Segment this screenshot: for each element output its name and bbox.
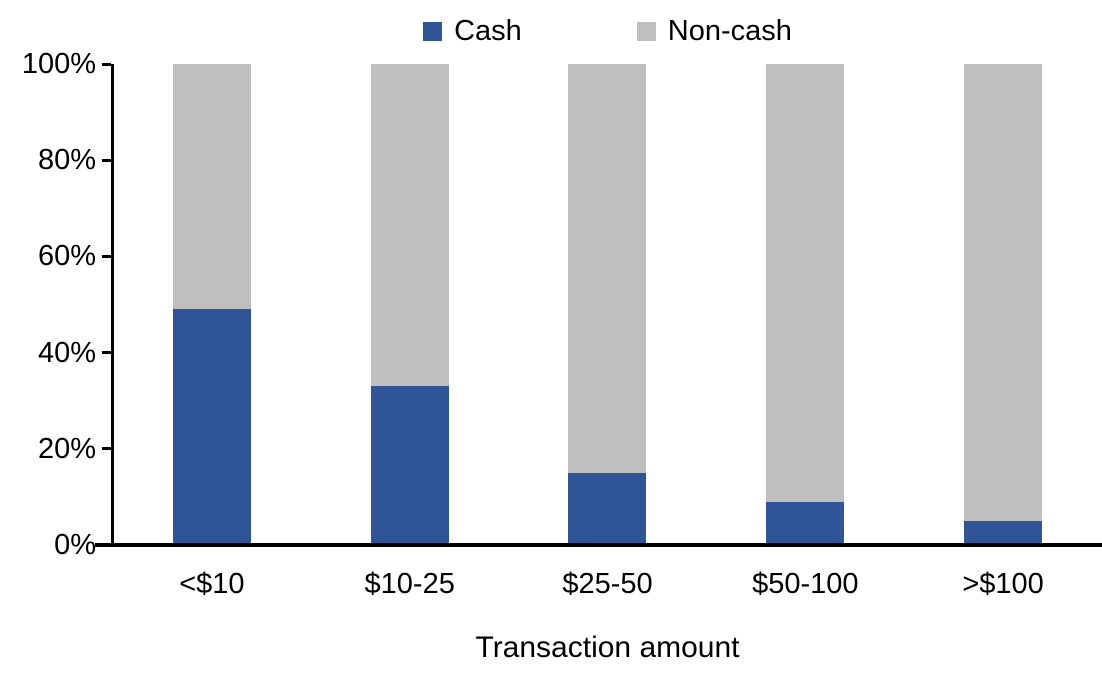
y-tick-label: 0% [54,529,96,561]
cash-swatch-icon [423,21,443,41]
bar-group [904,64,1102,545]
cash-segment [568,472,647,545]
noncash-segment [370,64,449,387]
y-tick-label: 40% [37,336,96,369]
cash-segment [370,386,449,545]
noncash-segment [172,64,251,310]
x-tick-label: <$10 [179,568,245,600]
y-axis-line [111,64,114,545]
y-tick-mark [102,254,111,258]
legend-item-noncash: Non-cash [636,14,792,48]
x-tick-label: $25-50 [562,568,653,600]
y-tick-mark [102,351,111,355]
x-tick-label: >$100 [962,568,1044,600]
stacked-bar [964,64,1043,545]
y-tick-label: 60% [37,240,96,273]
cash-segment [766,501,845,545]
noncash-segment [964,64,1043,521]
y-tick-label: 100% [21,48,96,80]
bar-group [311,64,509,545]
legend: Cash Non-cash [113,12,1102,50]
cash-segment [964,520,1043,545]
bar-group [706,64,904,545]
stacked-bar [172,64,251,545]
y-tick-mark [102,62,111,66]
legend-label-cash: Cash [454,14,522,47]
y-tick-label: 80% [37,144,96,177]
stacked-bar [568,64,647,545]
x-axis-title: Transaction amount [475,631,740,664]
cash-segment [172,309,251,545]
noncash-segment [766,64,845,502]
noncash-segment [568,64,647,473]
stacked-bar [766,64,845,545]
y-tick-mark [102,447,111,451]
legend-label-noncash: Non-cash [667,14,792,47]
x-axis-line [95,543,1102,547]
noncash-swatch-icon [636,21,656,41]
plot-area [113,64,1102,545]
y-tick-mark [102,158,111,162]
bar-group [509,64,707,545]
y-tick-label: 20% [37,432,96,465]
x-tick-label: $10-25 [364,568,455,600]
x-tick-label: $50-100 [752,568,859,600]
bar-group [113,64,311,545]
legend-item-cash: Cash [423,15,522,48]
stacked-bar [370,64,449,545]
